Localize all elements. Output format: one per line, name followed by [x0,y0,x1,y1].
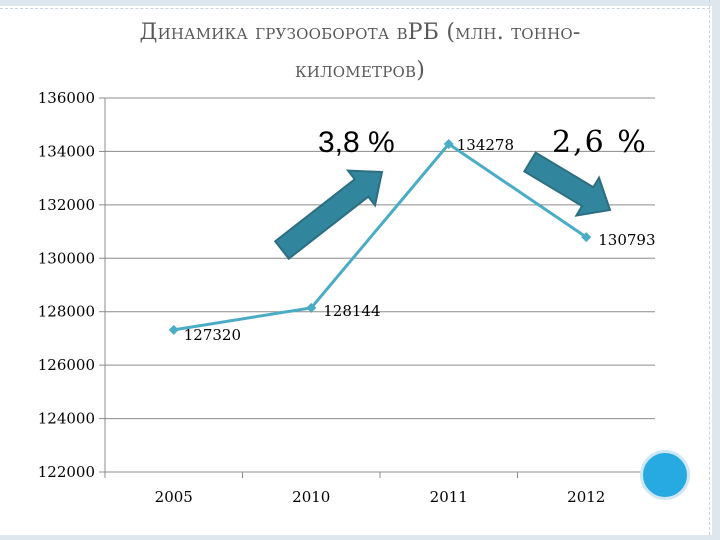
series-line [173,142,588,332]
growth-arrow-up [273,169,384,261]
slide-frame-bottom [0,535,720,540]
y-tick-label: 122000 [38,463,95,481]
y-tick-label: 136000 [38,89,95,107]
decline-annotation: 2,6 % [552,125,648,160]
chart-title-line-1: Динамика грузооборота вРБ (млн. тонно- [139,20,581,45]
y-tick-label: 134000 [38,142,95,160]
decorative-circle [640,450,690,500]
x-tick-label: 2012 [567,488,605,506]
data-point [443,139,454,150]
x-tick-label: 2011 [430,488,468,506]
chart-title-line-2: километров) [294,58,425,83]
y-tick-label: 126000 [38,356,95,374]
data-label: 127320 [184,326,241,344]
decline-arrow-down [522,151,612,217]
data-point [306,302,317,313]
chart-title: Динамика грузооборота вРБ (млн. тонно- к… [60,14,660,90]
slide-frame-right [712,0,720,540]
y-tick-label: 128000 [38,303,95,321]
y-tick-label: 124000 [38,410,95,428]
data-point [168,324,179,335]
x-tick-label: 2005 [155,488,193,506]
slide-stitch-right [709,0,710,540]
y-tick-label: 132000 [38,196,95,214]
y-tick-label: 130000 [38,249,95,267]
data-point [581,232,592,243]
x-tick-label: 2010 [292,488,330,506]
data-label: 134278 [457,136,514,154]
slide-frame-top [0,0,720,6]
data-label: 130793 [598,231,655,249]
slide-stitch-top [0,8,720,9]
growth-annotation: 3,8 % [318,126,395,159]
data-label: 128144 [323,302,380,320]
